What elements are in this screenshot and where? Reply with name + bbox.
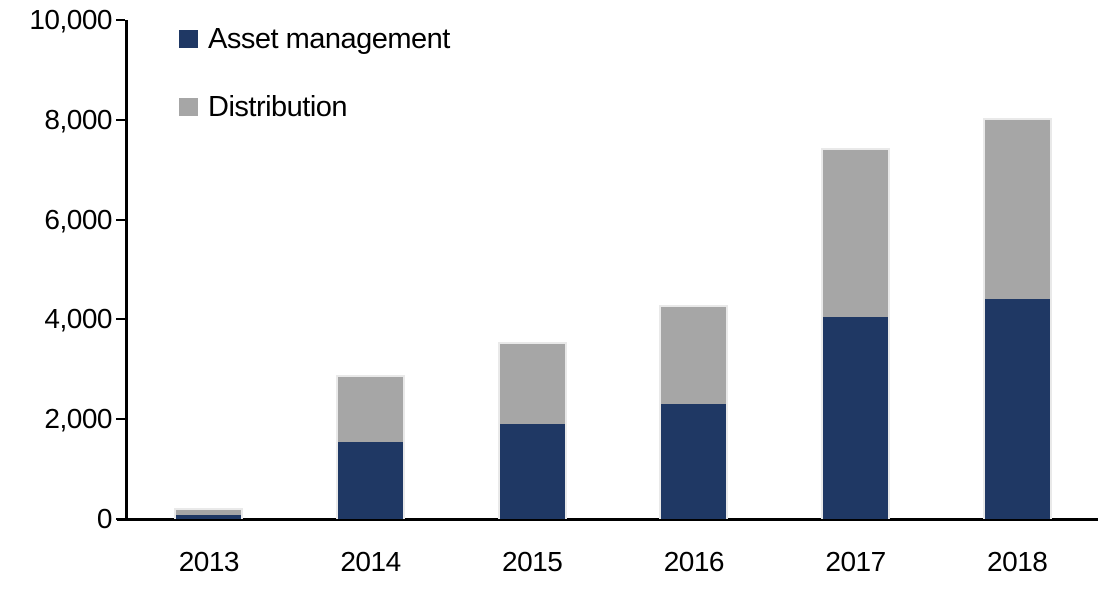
y-axis-tick: [116, 518, 125, 520]
x-axis-label-2018: 2018: [987, 546, 1048, 577]
y-axis-tick: [116, 19, 125, 21]
bar-segment-distribution[interactable]: [661, 306, 727, 405]
y-axis-tick: [116, 418, 125, 421]
y-axis-line: [125, 20, 128, 521]
x-axis-label-2014: 2014: [340, 546, 401, 577]
y-axis-tick-label: 4,000: [44, 303, 112, 335]
x-axis-label-2017: 2017: [825, 546, 886, 577]
bar-segment-asset-management[interactable]: [823, 316, 889, 519]
y-axis-tick-label: 8,000: [44, 103, 112, 135]
y-axis-tick: [116, 318, 125, 321]
stacked-bar-2016[interactable]: [659, 304, 729, 519]
bar-segment-asset-management[interactable]: [176, 514, 242, 519]
bar-column-2018: [936, 20, 1098, 519]
stacked-bar-2018[interactable]: [982, 117, 1052, 519]
x-axis-label-2013: 2013: [178, 546, 240, 577]
legend-label: Distribution: [208, 91, 348, 123]
bar-segment-distribution[interactable]: [176, 509, 242, 515]
stacked-bar-2014[interactable]: [336, 374, 405, 519]
bar-segment-asset-management[interactable]: [661, 404, 727, 519]
y-axis-tick: [116, 118, 125, 121]
plot-area: [128, 20, 1098, 519]
y-axis-tick-label: 2,000: [44, 403, 112, 435]
bar-segment-asset-management[interactable]: [338, 441, 403, 519]
x-axis-label-2015: 2015: [502, 546, 563, 577]
bar-segment-distribution[interactable]: [338, 376, 403, 442]
legend-label: Asset management: [208, 23, 450, 55]
bar-column-2014: [290, 20, 452, 519]
legend: Asset management Distribution: [179, 24, 450, 160]
bar-segment-distribution[interactable]: [984, 119, 1050, 300]
bar-column-2015: [451, 20, 613, 519]
bar-column-2017: [775, 20, 937, 519]
y-axis-tick: [116, 218, 125, 221]
y-axis-tick-label: 10,000: [29, 4, 112, 35]
x-axis-line: [117, 518, 1098, 521]
legend-swatch-icon: [179, 98, 198, 116]
legend-swatch-icon: [179, 30, 198, 48]
bar-column-2016: [613, 20, 775, 519]
stacked-bar-2013[interactable]: [174, 507, 244, 519]
legend-item[interactable]: Distribution: [179, 92, 450, 122]
x-axis-label-2016: 2016: [663, 546, 725, 577]
stacked-bar-2015[interactable]: [497, 342, 567, 519]
legend-item[interactable]: Asset management: [179, 24, 450, 54]
bar-column-2013: [128, 20, 290, 519]
bar-segment-distribution[interactable]: [823, 149, 889, 317]
y-axis-tick-label: 0: [96, 503, 113, 534]
bar-segment-asset-management[interactable]: [984, 299, 1050, 519]
y-axis-tick-label: 6,000: [44, 203, 112, 235]
bar-segment-asset-management[interactable]: [499, 424, 565, 519]
bar-segment-distribution[interactable]: [499, 344, 565, 425]
stacked-bar-2017[interactable]: [821, 147, 891, 519]
x-axis-labels: 2013 2014 2015 2016 2017 2018: [128, 546, 1098, 578]
